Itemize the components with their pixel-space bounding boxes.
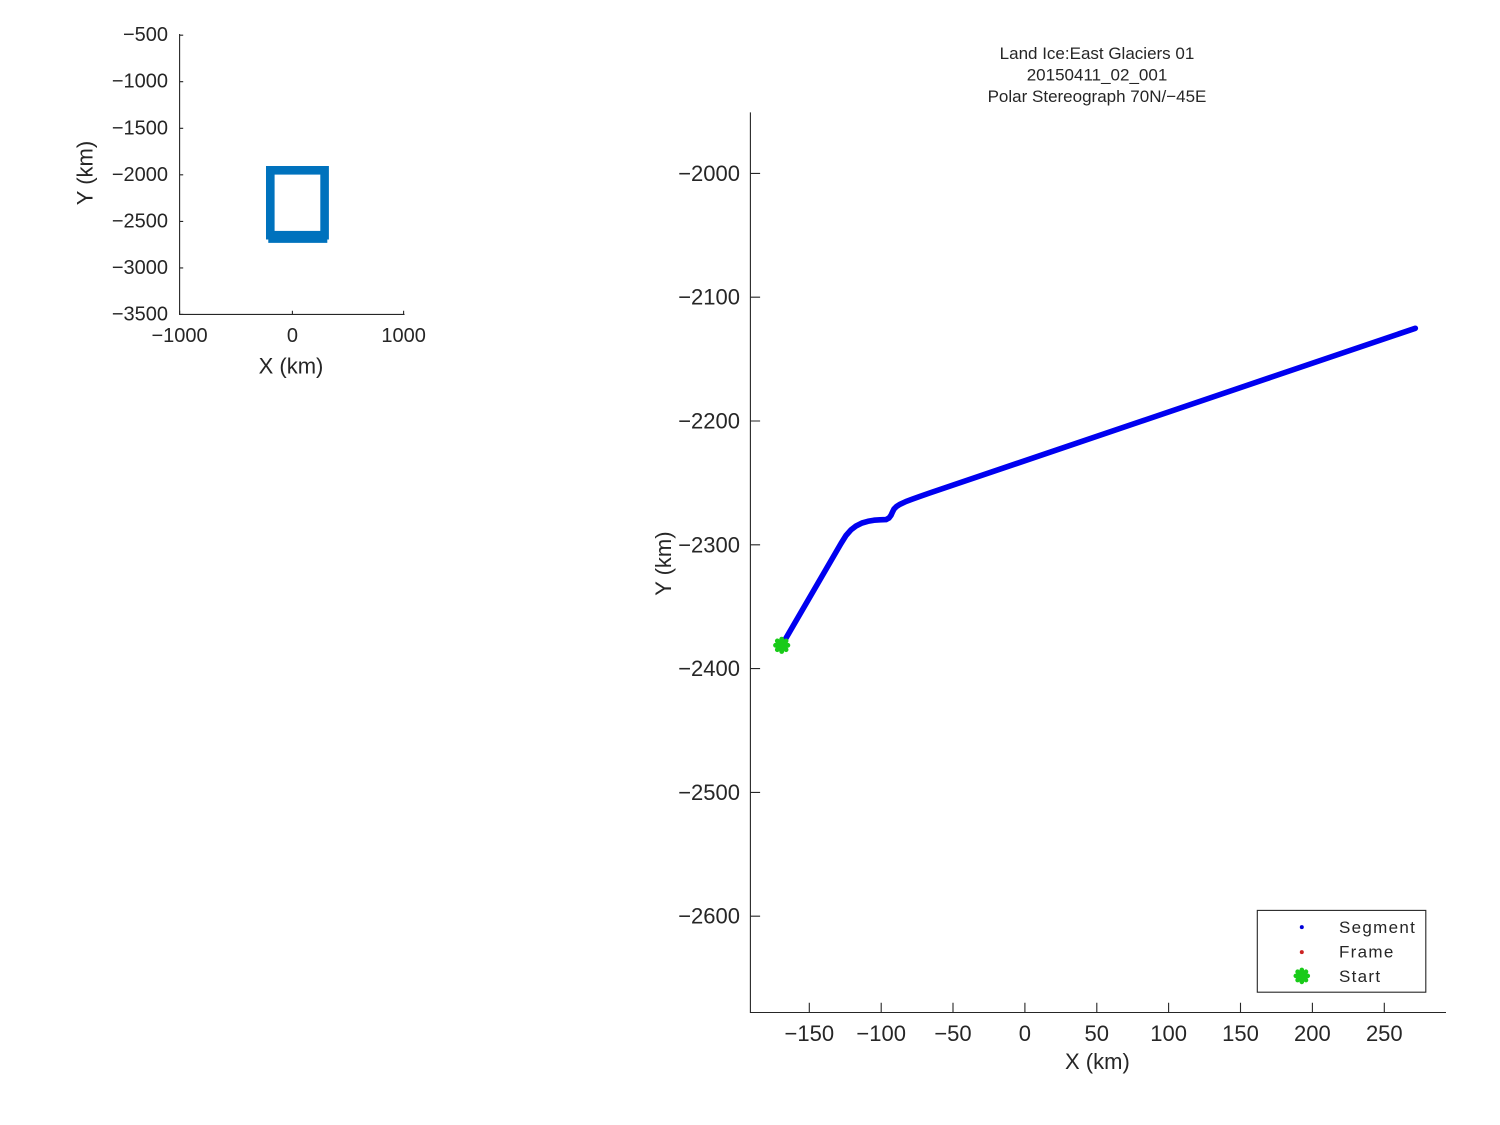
svg-text:250: 250: [1366, 1021, 1403, 1046]
svg-text:Frame: Frame: [1339, 943, 1395, 962]
svg-text:−2300: −2300: [678, 532, 740, 557]
svg-text:50: 50: [1085, 1021, 1109, 1046]
svg-text:−2000: −2000: [112, 164, 168, 186]
svg-text:−3000: −3000: [112, 257, 168, 279]
svg-text:−2600: −2600: [678, 904, 740, 929]
svg-text:X (km): X (km): [1065, 1049, 1130, 1074]
svg-text:Land Ice:East Glaciers 01: Land Ice:East Glaciers 01: [1000, 44, 1195, 63]
svg-text:−2400: −2400: [678, 656, 740, 681]
svg-text:100: 100: [1150, 1021, 1187, 1046]
svg-text:200: 200: [1294, 1021, 1331, 1046]
svg-text:−1500: −1500: [112, 117, 168, 139]
svg-text:−150: −150: [785, 1021, 835, 1046]
svg-text:Start: Start: [1339, 967, 1381, 986]
svg-text:−100: −100: [856, 1021, 906, 1046]
svg-text:150: 150: [1222, 1021, 1259, 1046]
svg-text:−2000: −2000: [678, 161, 740, 186]
svg-text:20150411_02_001: 20150411_02_001: [1027, 65, 1168, 84]
svg-text:1000: 1000: [381, 325, 426, 347]
svg-text:−1000: −1000: [112, 71, 168, 93]
svg-text:X (km): X (km): [259, 354, 324, 379]
svg-text:−500: −500: [123, 24, 168, 46]
svg-text:−2200: −2200: [678, 409, 740, 434]
svg-text:−50: −50: [934, 1021, 971, 1046]
svg-text:Y (km): Y (km): [73, 141, 98, 205]
svg-text:0: 0: [1019, 1021, 1031, 1046]
svg-text:−3500: −3500: [112, 303, 168, 325]
svg-text:Y (km): Y (km): [651, 531, 676, 595]
svg-text:−2500: −2500: [678, 780, 740, 805]
svg-text:−1000: −1000: [152, 325, 208, 347]
svg-text:−2500: −2500: [112, 210, 168, 232]
svg-text:−2100: −2100: [678, 285, 740, 310]
svg-text:0: 0: [287, 325, 298, 347]
svg-text:Polar Stereograph 70N/−45E: Polar Stereograph 70N/−45E: [988, 87, 1207, 106]
svg-text:Segment: Segment: [1339, 918, 1416, 937]
